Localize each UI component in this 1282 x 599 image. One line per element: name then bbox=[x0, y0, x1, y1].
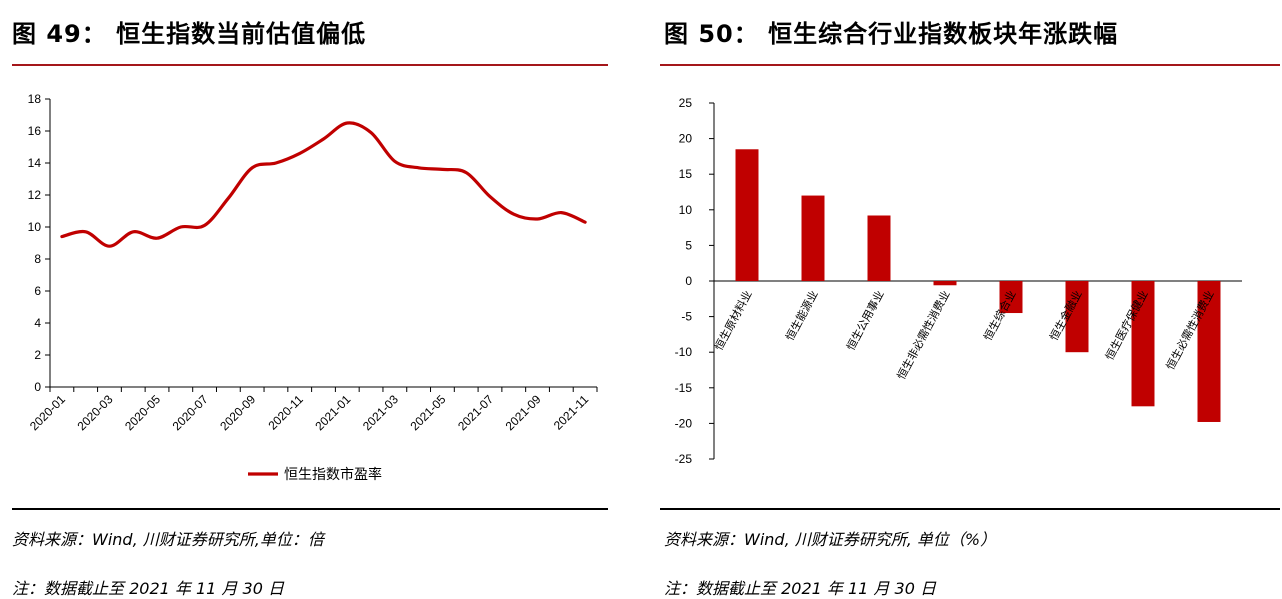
left-figure-panel: 图 49： 恒生指数当前估值偏低 0 2 4 6 8 10 12 14 16 18 2020-01… bbox=[0, 0, 612, 598]
x-tick-label: 2021-03 bbox=[360, 392, 401, 433]
y-tick-label: 14 bbox=[28, 156, 42, 170]
left-title-rule bbox=[12, 64, 608, 66]
category-label: 恒生非必需性消费业 bbox=[894, 288, 953, 382]
x-tick-label: 2020-11 bbox=[265, 392, 306, 433]
y-tick-label: -15 bbox=[675, 381, 693, 395]
x-tick-label: 2020-09 bbox=[217, 392, 258, 433]
x-tick-label: 2020-03 bbox=[75, 392, 116, 433]
left-source-note: 资料来源：Wind, 川财证券研究所,单位：倍 bbox=[12, 530, 324, 549]
y-tick-label: 10 bbox=[679, 203, 693, 217]
y-tick-label: 6 bbox=[34, 284, 41, 298]
y-tick-label: 8 bbox=[34, 252, 41, 266]
sector-bar-chart: -25 -20 -15 -10 -5 0 5 10 15 20 25 恒生原材料业 恒生能源业 恒生公用… bbox=[675, 96, 1242, 466]
y-tick-label: 18 bbox=[28, 92, 42, 106]
x-tick-label: 2020-07 bbox=[170, 392, 211, 433]
y-tick-label: 0 bbox=[685, 274, 692, 288]
bar bbox=[867, 215, 891, 281]
x-tick-label: 2021-09 bbox=[503, 392, 544, 433]
y-tick-label: 10 bbox=[28, 220, 42, 234]
bar bbox=[1065, 281, 1089, 353]
legend-label: 恒生指数市盈率 bbox=[284, 466, 382, 483]
y-tick-label: -10 bbox=[675, 345, 693, 359]
y-tick-label: 25 bbox=[679, 96, 693, 110]
right-figure-panel: 图 50： 恒生综合行业指数板块年涨跌幅 -25 -20 -15 -10 -5 0 5 10 1… bbox=[660, 0, 1282, 598]
right-title-rule bbox=[660, 64, 1280, 66]
right-bottom-rule bbox=[660, 508, 1280, 510]
right-figure-title: 图 50： 恒生综合行业指数板块年涨跌幅 bbox=[664, 20, 1119, 48]
right-date-note: 注：数据截止至 2021 年 11 月 30 日 bbox=[664, 579, 936, 598]
x-tick-label: 2021-11 bbox=[551, 392, 592, 433]
x-tick-label: 2020-01 bbox=[27, 392, 68, 433]
y-tick-label: -20 bbox=[675, 416, 693, 430]
bar bbox=[933, 281, 957, 286]
pe-series-line bbox=[60, 121, 587, 248]
x-tick-label: 2020-05 bbox=[122, 392, 163, 433]
left-date-note: 注：数据截止至 2021 年 11 月 30 日 bbox=[12, 579, 284, 598]
category-label: 恒生公用事业 bbox=[843, 288, 886, 353]
y-tick-label: 20 bbox=[679, 132, 693, 146]
y-tick-label: -25 bbox=[675, 452, 693, 466]
bar bbox=[735, 149, 759, 281]
y-tick-label: 4 bbox=[34, 316, 41, 330]
left-bottom-rule bbox=[12, 508, 608, 510]
x-tick-label: 2021-01 bbox=[312, 392, 353, 433]
right-source-note: 资料来源：Wind, 川财证券研究所, 单位（%） bbox=[664, 530, 997, 549]
x-tick-label: 2021-07 bbox=[455, 392, 496, 433]
y-tick-label: 5 bbox=[685, 238, 692, 252]
y-tick-label: 16 bbox=[28, 124, 42, 138]
y-tick-label: 15 bbox=[679, 167, 693, 181]
y-tick-label: -5 bbox=[681, 310, 692, 324]
y-tick-label: 0 bbox=[34, 380, 41, 394]
category-label: 恒生原材料业 bbox=[711, 288, 754, 353]
bar bbox=[801, 195, 825, 281]
bar bbox=[1197, 281, 1221, 422]
category-label: 恒生能源业 bbox=[782, 288, 820, 343]
left-figure-title: 图 49： 恒生指数当前估值偏低 bbox=[12, 20, 367, 48]
bar bbox=[999, 281, 1023, 314]
y-tick-label: 12 bbox=[28, 188, 42, 202]
x-tick-label: 2021-05 bbox=[407, 392, 448, 433]
y-tick-label: 2 bbox=[34, 348, 41, 362]
chart-legend: 恒生指数市盈率 bbox=[248, 466, 382, 483]
bar bbox=[1131, 281, 1155, 407]
